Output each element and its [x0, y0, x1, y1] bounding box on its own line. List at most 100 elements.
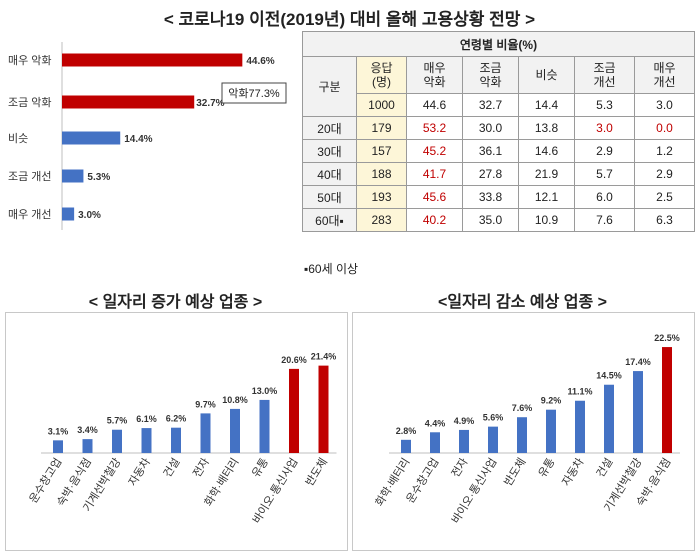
bar [62, 169, 84, 183]
bar [430, 432, 440, 453]
category-label: 자동차 [126, 456, 153, 489]
table-cell: 6.0 [574, 185, 635, 209]
row-label: 40대 [302, 162, 357, 186]
data-label: 5.6% [483, 413, 504, 423]
total-cell: 1000 [356, 93, 407, 117]
row-label: 50대 [302, 185, 357, 209]
table-cell: 2.5 [634, 185, 695, 209]
data-label: 17.4% [625, 357, 651, 367]
data-label: 20.6% [281, 355, 307, 365]
increase-chart-panel: 3.1% 운수창고업 3.4% 숙박·음식점 5.7% 기계선박철강 6.1% 자동차 6.2%… [5, 312, 348, 551]
total-cell: 5.3 [574, 93, 635, 117]
category-label: 유통 [536, 456, 558, 480]
category-label: 매우 개선 [8, 208, 52, 221]
table-cell: 45.2 [406, 139, 463, 163]
table-cell: 179 [356, 116, 407, 140]
data-label: 4.9% [454, 416, 475, 426]
bar [459, 429, 469, 453]
column-header: 응답 (명) [356, 56, 407, 94]
category-label: 건설 [594, 456, 616, 480]
column-header: 비슷 [518, 56, 575, 94]
bar [517, 417, 527, 453]
table-cell: 2.9 [634, 162, 695, 186]
data-label: 11.1% [567, 387, 592, 397]
data-label: 22.5% [654, 333, 680, 343]
data-label: 7.6% [512, 403, 533, 413]
table-cell: 13.8 [518, 116, 575, 140]
bar [112, 429, 122, 453]
table-cell: 14.6 [518, 139, 575, 163]
column-header: 조금 악화 [462, 56, 519, 94]
total-cell: 3.0 [634, 93, 695, 117]
table-cell: 0.0 [634, 116, 695, 140]
increase-chart-title: < 일자리 증가 예상 업종 > [88, 294, 263, 311]
bar [662, 347, 672, 453]
table-cell: 30.0 [462, 116, 519, 140]
table-cell: 10.9 [518, 208, 575, 232]
table-cell: 40.2 [406, 208, 463, 232]
data-label: 10.8% [222, 395, 248, 405]
bar [318, 365, 329, 453]
data-label: 14.4% [124, 134, 152, 145]
table-cell: 1.2 [634, 139, 695, 163]
table-row: 40대 188 41.7 27.8 21.9 5.7 2.9 [302, 162, 695, 186]
table-row: 30대 157 45.2 36.1 14.6 2.9 1.2 [302, 139, 695, 163]
bar [200, 413, 211, 453]
column-header: 매우 악화 [406, 56, 463, 94]
table-cell: 33.8 [462, 185, 519, 209]
data-label: 5.7% [107, 416, 128, 426]
table-row: 60대▪ 283 40.2 35.0 10.9 7.6 6.3 [302, 208, 695, 232]
age-ratio-table: 연령별 비율(%) 구분 응답 (명) 매우 악화 조금 악화 비슷 조금 개선 매우 개선 1000 44… [302, 31, 695, 232]
category-label: 조금 개선 [8, 170, 52, 183]
table-cell: 193 [356, 185, 407, 209]
bar [604, 384, 614, 453]
data-label: 3.4% [77, 425, 98, 435]
row-label: 20대 [302, 116, 357, 140]
table-cell: 2.9 [574, 139, 635, 163]
job-increase-chart: 3.1%운수창고업3.4%숙박·음식점5.7%기계선박철강6.1%자동차6.2%… [27, 352, 337, 526]
table-row: 50대 193 45.6 33.8 12.1 6.0 2.5 [302, 185, 695, 209]
annotation-box [221, 82, 287, 104]
bar [230, 408, 240, 453]
data-label: 21.4% [311, 352, 337, 362]
table-cell: 21.9 [518, 162, 575, 186]
column-header: 조금 개선 [574, 56, 635, 94]
data-label: 32.7% [196, 98, 224, 109]
employment-outlook-chart: 매우 악화 44.6% 조금 악화 32.7% 비슷 14.4% 조금 개선 5.3% 매우 개… [8, 42, 287, 230]
table-cell: 157 [356, 139, 407, 163]
bar [53, 440, 63, 453]
table-cell: 53.2 [406, 116, 463, 140]
bar [488, 426, 498, 453]
table-cell: 3.0 [574, 116, 635, 140]
row-label: 60대▪ [302, 208, 357, 232]
column-header: 구분 [302, 56, 357, 117]
category-label: 자동차 [559, 456, 586, 489]
row-label: 30대 [302, 139, 357, 163]
table-cell: 35.0 [462, 208, 519, 232]
category-label: 반도체 [501, 456, 528, 489]
category-label: 비슷 [8, 132, 28, 145]
table-cell: 27.8 [462, 162, 519, 186]
bar [633, 371, 643, 453]
data-label: 6.2% [166, 414, 187, 424]
category-label: 매우 악화 [8, 54, 52, 67]
data-label: 5.3% [87, 172, 110, 183]
data-label: 3.0% [78, 210, 101, 221]
category-label: 유통 [249, 456, 271, 480]
table-cell: 6.3 [634, 208, 695, 232]
table-caption: 연령별 비율(%) [302, 31, 695, 57]
total-cell: 32.7 [462, 93, 519, 117]
bar [546, 409, 556, 453]
decrease-chart-title: <일자리 감소 예상 업종 > [438, 294, 607, 311]
bar [401, 439, 411, 453]
data-label: 14.5% [596, 371, 622, 381]
total-cell: 14.4 [518, 93, 575, 117]
table-footnote: ▪60세 이상 [304, 262, 359, 276]
bar [62, 131, 121, 145]
category-label: 건설 [161, 456, 183, 480]
data-label: 44.6% [246, 56, 274, 67]
category-label: 전자 [449, 456, 471, 480]
data-label: 3.1% [48, 426, 69, 436]
bar [141, 428, 152, 453]
bar [289, 368, 299, 453]
